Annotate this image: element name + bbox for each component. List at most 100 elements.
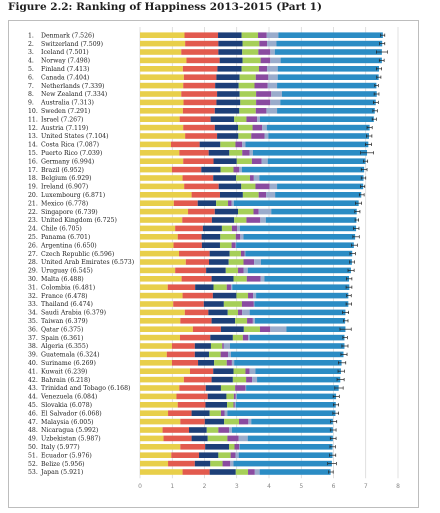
bar-segment: [211, 276, 234, 282]
rank-label: 2.: [28, 41, 34, 48]
bar-segment: [249, 150, 253, 156]
rank-label: 18.: [28, 175, 38, 182]
country-label: Sweden (7.291): [41, 108, 90, 115]
country-label: Australia (7.313): [40, 100, 94, 107]
bar-segment: [140, 66, 183, 72]
bar-segment: [230, 460, 234, 467]
bar-segment: [252, 318, 255, 324]
bar-segment: [233, 393, 236, 400]
bar-segment: [238, 124, 253, 131]
rank-label: 34.: [28, 310, 38, 317]
bar-segment: [171, 343, 195, 349]
bar-segment: [163, 435, 192, 442]
bar-segment: [140, 49, 182, 55]
bar-segment: [245, 250, 353, 257]
bar-segment: [140, 108, 183, 114]
bar-segment: [232, 376, 247, 383]
x-tick-label: 6: [332, 483, 336, 490]
bar-segment: [267, 66, 278, 72]
bar-segment: [140, 259, 186, 265]
bar-segment: [242, 334, 249, 341]
bar-segment: [207, 435, 228, 442]
country-label: Austria (7.119): [40, 125, 88, 132]
bar-segment: [140, 150, 180, 156]
rank-label: 53.: [28, 469, 38, 476]
bar-segment: [235, 402, 336, 408]
bar-segment: [209, 250, 230, 257]
bar-segment: [256, 91, 272, 97]
bar-segment: [211, 318, 236, 324]
country-label: Malta (6.488): [41, 276, 84, 283]
bar-segment: [224, 418, 240, 425]
bar-segment: [253, 175, 260, 181]
x-axis-ticks: 0 1 2 3 4 5 6 7 8: [138, 483, 400, 490]
x-tick-label: 7: [364, 483, 368, 490]
bar-segment: [251, 133, 265, 139]
bar-segment: [176, 393, 208, 400]
bar-segment: [268, 133, 369, 139]
bar-segment: [220, 385, 236, 391]
bar-segment: [260, 57, 271, 64]
bar-segment: [204, 418, 225, 425]
country-label: Thailand (6.474): [41, 301, 93, 308]
bar-segment: [236, 175, 250, 181]
bar-segment: [238, 208, 254, 215]
bar-segment: [248, 469, 255, 475]
country-label: Panama (6.701): [41, 234, 90, 241]
country-label: Malaysia (6.005): [41, 419, 94, 426]
country-label: Iceland (7.501): [41, 49, 89, 56]
bar-segment: [239, 166, 242, 173]
bar-segment: [140, 99, 184, 106]
country-label: El Salvador (6.068): [41, 410, 102, 417]
bar-segment: [262, 124, 267, 131]
bar-segment: [168, 410, 192, 416]
bar-segment: [180, 418, 205, 425]
bar-segment: [253, 208, 259, 215]
bar-segment: [182, 292, 213, 299]
bar-segment: [239, 418, 249, 425]
bar-segment: [140, 318, 181, 324]
bar-segment: [210, 334, 233, 341]
bar-segment: [231, 427, 333, 433]
bar-segment: [240, 234, 244, 240]
bar-segment: [188, 208, 215, 215]
bar-segment: [209, 351, 221, 358]
bar-segment: [276, 40, 383, 47]
bar-segment: [260, 276, 265, 282]
country-label: Trinidad and Tobago (6.168): [41, 385, 130, 392]
x-tick-label: 2: [203, 483, 207, 490]
bar-segment: [235, 393, 237, 400]
country-label: Netherlands (7.339): [41, 83, 104, 90]
bar-segment: [214, 208, 239, 215]
bar-segment: [236, 292, 249, 299]
country-label: United Arab Emirates (6.573): [41, 259, 134, 266]
country-label: Chile (6.705): [41, 226, 82, 233]
bar-segment: [257, 116, 260, 122]
bar-segment: [270, 99, 281, 106]
rank-label: 11.: [28, 116, 38, 123]
bar-segment: [245, 368, 250, 374]
bar-segment: [243, 259, 255, 265]
bar-segment: [235, 318, 248, 324]
bar-segment: [277, 74, 379, 80]
bar-segment: [201, 166, 221, 173]
bar-segment: [183, 124, 215, 131]
bar-segment: [242, 49, 259, 55]
bar-segment: [256, 99, 271, 106]
bar-segment: [278, 32, 383, 38]
bar-segment: [227, 309, 239, 316]
bar-segment: [231, 360, 235, 366]
bar-segment: [140, 91, 182, 97]
bar-segment: [254, 469, 260, 475]
bar-segment: [140, 393, 177, 400]
bar-segment: [235, 385, 246, 391]
bar-segment: [239, 444, 333, 450]
bar-segment: [258, 32, 267, 38]
bar-segment: [140, 183, 185, 190]
bar-segment: [192, 326, 221, 332]
bar-segment: [267, 40, 277, 47]
bar-segment: [264, 133, 269, 139]
bar-segment: [249, 175, 254, 181]
bar-segment: [232, 334, 243, 341]
bar-segment: [140, 301, 174, 307]
